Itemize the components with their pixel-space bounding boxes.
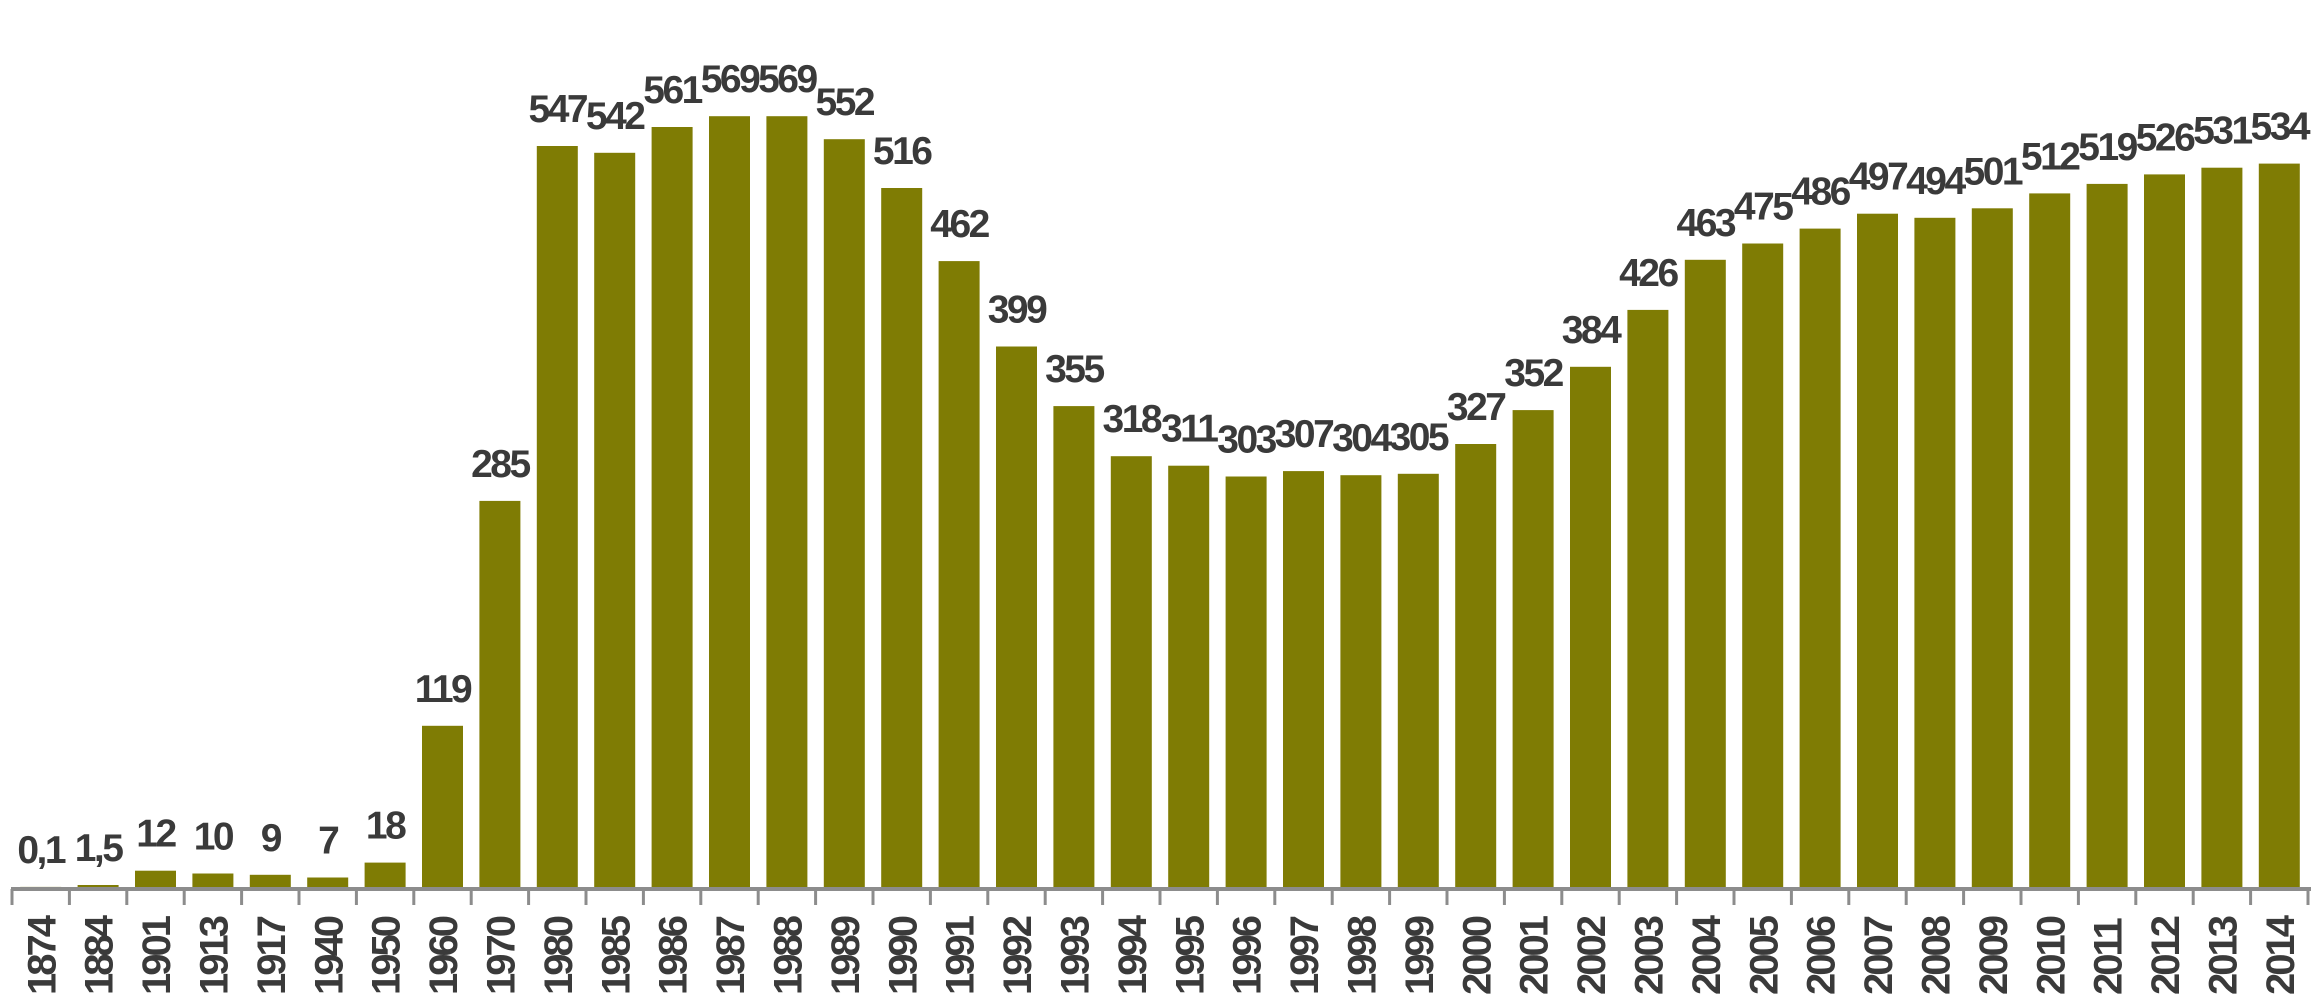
svg-text:2003: 2003 — [1628, 916, 1672, 995]
svg-text:531: 531 — [2193, 110, 2252, 153]
svg-text:1996: 1996 — [1226, 916, 1270, 995]
svg-text:2013: 2013 — [2202, 916, 2246, 995]
svg-text:12: 12 — [136, 813, 176, 856]
svg-text:1985: 1985 — [594, 915, 638, 995]
svg-text:512: 512 — [2021, 135, 2080, 178]
svg-text:1,5: 1,5 — [75, 827, 124, 870]
svg-text:542: 542 — [586, 95, 645, 138]
svg-text:1884: 1884 — [78, 914, 122, 995]
svg-text:2001: 2001 — [1513, 915, 1557, 995]
svg-text:1950: 1950 — [365, 916, 409, 995]
svg-text:486: 486 — [1791, 171, 1850, 214]
svg-text:1940: 1940 — [307, 916, 351, 995]
svg-text:1986: 1986 — [652, 916, 696, 995]
svg-text:307: 307 — [1275, 413, 1333, 456]
svg-text:1901: 1901 — [135, 915, 179, 995]
svg-text:285: 285 — [471, 443, 530, 486]
svg-text:462: 462 — [930, 203, 989, 246]
svg-text:2004: 2004 — [1685, 914, 1729, 995]
svg-text:305: 305 — [1390, 416, 1449, 459]
svg-text:426: 426 — [1619, 252, 1678, 295]
svg-text:304: 304 — [1332, 417, 1392, 460]
svg-text:463: 463 — [1677, 202, 1736, 245]
svg-text:327: 327 — [1447, 386, 1505, 429]
svg-text:2007: 2007 — [1857, 916, 1901, 995]
svg-text:526: 526 — [2136, 116, 2195, 159]
svg-text:1874: 1874 — [20, 914, 64, 995]
svg-text:0,1: 0,1 — [17, 829, 66, 872]
svg-text:1992: 1992 — [996, 916, 1040, 995]
svg-text:2006: 2006 — [1800, 916, 1844, 995]
svg-text:1999: 1999 — [1398, 916, 1442, 995]
svg-text:1913: 1913 — [193, 916, 237, 995]
svg-text:1993: 1993 — [1054, 916, 1098, 995]
svg-text:497: 497 — [1849, 156, 1907, 199]
svg-text:10: 10 — [194, 816, 234, 859]
svg-text:516: 516 — [873, 130, 932, 173]
svg-text:18: 18 — [366, 805, 406, 848]
svg-text:2005: 2005 — [1742, 915, 1786, 995]
svg-text:355: 355 — [1045, 348, 1104, 391]
svg-text:2014: 2014 — [2259, 914, 2303, 995]
svg-text:1991: 1991 — [939, 915, 983, 995]
svg-text:2011: 2011 — [2087, 917, 2131, 995]
svg-text:1989: 1989 — [824, 916, 868, 995]
svg-text:2002: 2002 — [1570, 916, 1614, 995]
svg-text:534: 534 — [2251, 106, 2311, 149]
svg-text:569: 569 — [758, 58, 817, 101]
svg-text:475: 475 — [1734, 186, 1793, 229]
svg-text:2008: 2008 — [1915, 915, 1959, 995]
svg-text:569: 569 — [701, 58, 760, 101]
svg-text:1990: 1990 — [881, 916, 925, 995]
svg-text:1980: 1980 — [537, 916, 581, 995]
svg-text:384: 384 — [1562, 309, 1622, 352]
svg-text:119: 119 — [415, 668, 472, 711]
svg-text:2009: 2009 — [1972, 916, 2016, 995]
svg-text:547: 547 — [529, 88, 587, 131]
svg-text:1994: 1994 — [1111, 914, 1155, 995]
svg-text:399: 399 — [988, 289, 1047, 332]
svg-text:318: 318 — [1103, 398, 1162, 441]
svg-text:1987: 1987 — [709, 916, 753, 995]
svg-text:1995: 1995 — [1168, 915, 1212, 995]
svg-text:1970: 1970 — [480, 916, 524, 995]
svg-text:1917: 1917 — [250, 916, 294, 995]
svg-text:7: 7 — [318, 820, 338, 863]
svg-text:2000: 2000 — [1455, 916, 1499, 995]
svg-text:311: 311 — [1161, 408, 1218, 451]
svg-text:352: 352 — [1504, 352, 1563, 395]
svg-text:1997: 1997 — [1283, 916, 1327, 995]
svg-text:561: 561 — [643, 69, 702, 112]
svg-text:2010: 2010 — [2029, 916, 2073, 995]
svg-text:519: 519 — [2078, 126, 2137, 169]
svg-text:9: 9 — [261, 817, 282, 860]
svg-text:1988: 1988 — [767, 915, 811, 995]
svg-text:552: 552 — [816, 81, 875, 124]
svg-text:303: 303 — [1217, 419, 1276, 462]
svg-text:2012: 2012 — [2144, 916, 2188, 995]
svg-text:1960: 1960 — [422, 916, 466, 995]
svg-text:494: 494 — [1906, 160, 1966, 203]
svg-text:1998: 1998 — [1341, 915, 1385, 995]
svg-text:501: 501 — [1964, 150, 2023, 193]
